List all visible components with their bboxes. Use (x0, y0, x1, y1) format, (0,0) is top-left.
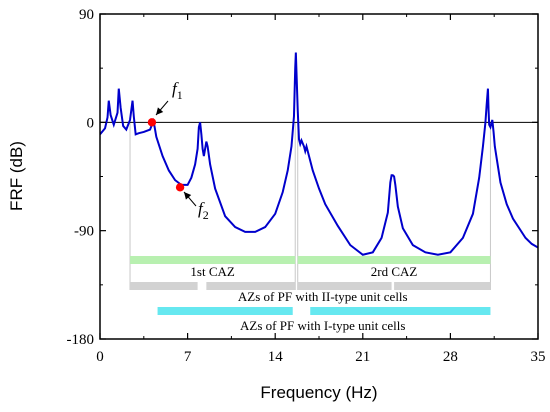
marker-point-0 (147, 118, 157, 127)
y-tick-label-0: 90 (79, 7, 94, 23)
frequency-markers: f1 f2 (147, 79, 209, 222)
x-tick-label-5: 35 (531, 349, 546, 365)
y-tick-label-1: 0 (87, 115, 95, 131)
y-axis-label: FRF (dB) (7, 141, 26, 211)
band-guide-lines (129, 122, 491, 290)
y-axis-ticks: 90 0 -90 -180 (67, 7, 538, 348)
x-tick-label-1: 7 (184, 349, 192, 365)
x-tick-label-2: 14 (268, 349, 284, 365)
band-bar-3-1 (310, 307, 491, 315)
band-label-3: AZs of PF with I-type unit cells (240, 318, 405, 333)
marker-label-1: f2 (198, 199, 209, 222)
band-label-2: AZs of PF with II-type unit cells (238, 289, 408, 304)
band-bar-3-0 (157, 307, 293, 315)
band-label-1: 2rd CAZ (371, 264, 418, 279)
y-tick-label-3: -180 (67, 332, 95, 348)
x-tick-label-4: 28 (443, 349, 458, 365)
attenuation-zone-bands: 1st CAZ 2rd CAZ AZs of PF with II-type uni… (130, 256, 491, 333)
band-bar-2-2 (297, 282, 392, 290)
x-tick-label-3: 21 (355, 349, 370, 365)
band-bar-2-1 (206, 282, 296, 290)
y-tick-label-2: -90 (74, 224, 94, 240)
marker-label-0: f1 (172, 79, 183, 102)
band-bar-2-3 (394, 282, 491, 290)
marker-arrowhead-1 (184, 192, 192, 200)
frf-curve (100, 52, 538, 256)
band-bar-1-0 (297, 256, 491, 264)
marker-arrowhead-0 (156, 107, 164, 115)
band-bar-2-0 (130, 282, 198, 290)
marker-point-1 (175, 183, 185, 192)
band-label-0: 1st CAZ (190, 264, 234, 279)
x-axis-label: Frequency (Hz) (260, 383, 377, 402)
x-axis-ticks: 0 7 14 21 28 35 (96, 14, 546, 365)
x-tick-label-0: 0 (96, 349, 104, 365)
band-bar-0-0 (130, 256, 296, 264)
